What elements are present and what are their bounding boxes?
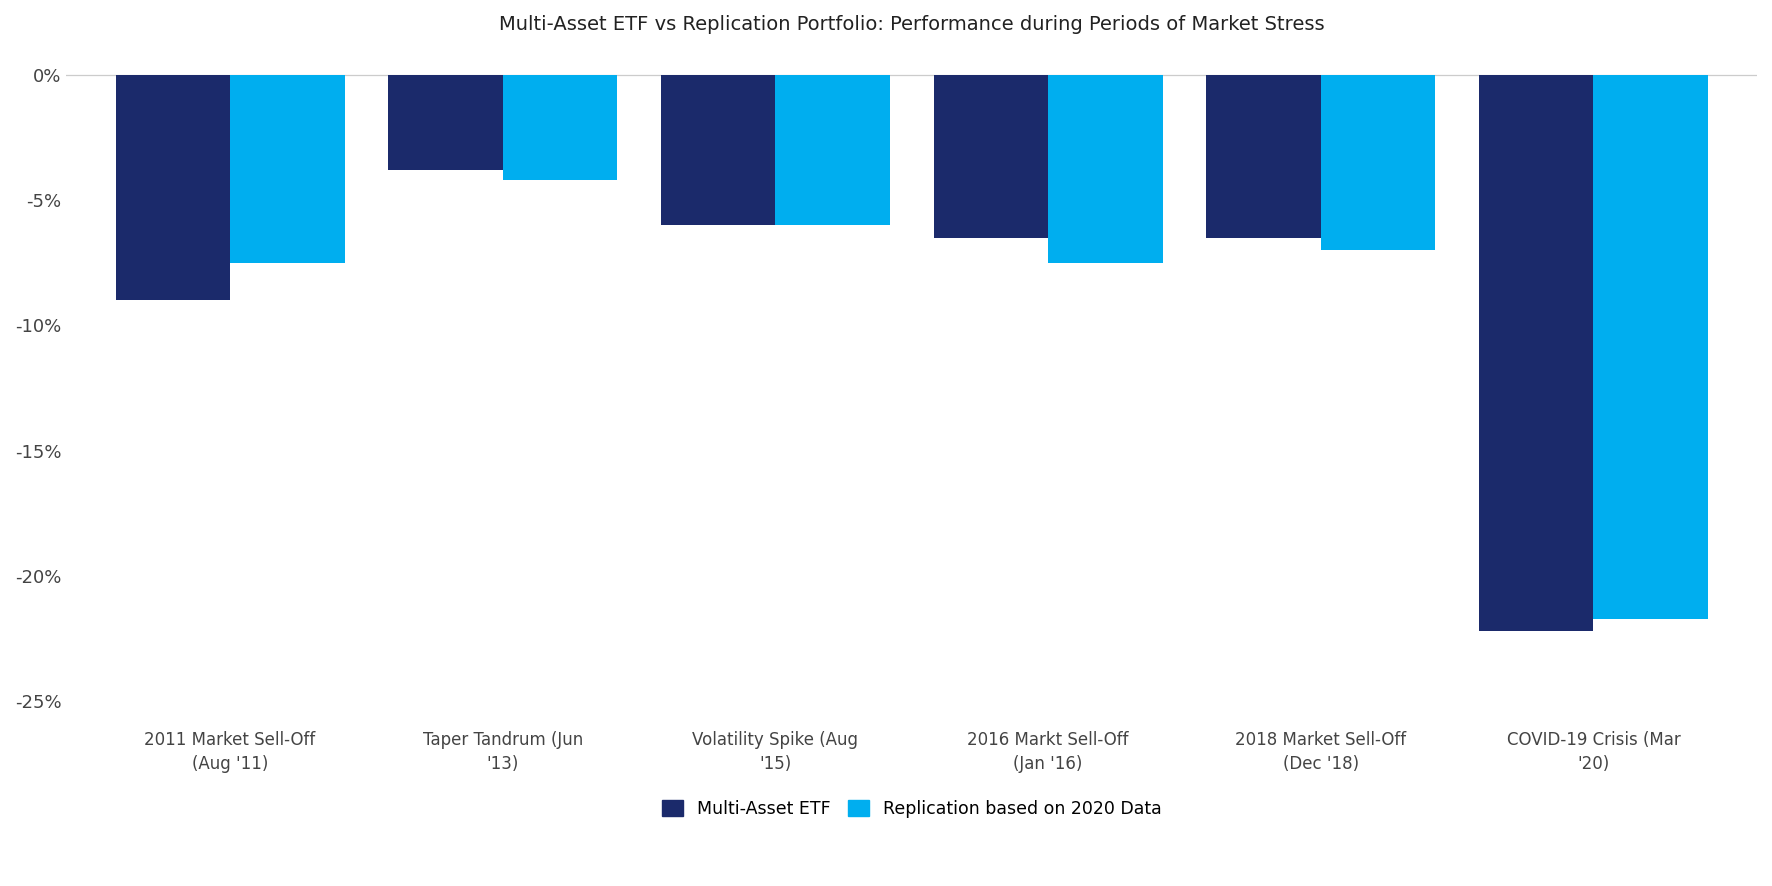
Bar <box>388 75 503 170</box>
Bar <box>503 75 617 180</box>
Bar <box>115 75 230 300</box>
Bar <box>776 75 890 225</box>
Bar <box>934 75 1047 237</box>
Bar <box>1320 75 1435 251</box>
Bar <box>1593 75 1708 618</box>
Bar <box>1207 75 1320 237</box>
Bar <box>661 75 776 225</box>
Bar <box>230 75 344 263</box>
Bar <box>1480 75 1593 631</box>
Bar <box>1047 75 1162 263</box>
Title: Multi-Asset ETF vs Replication Portfolio: Performance during Periods of Market S: Multi-Asset ETF vs Replication Portfolio… <box>500 15 1324 34</box>
Legend: Multi-Asset ETF, Replication based on 2020 Data: Multi-Asset ETF, Replication based on 20… <box>656 793 1168 825</box>
